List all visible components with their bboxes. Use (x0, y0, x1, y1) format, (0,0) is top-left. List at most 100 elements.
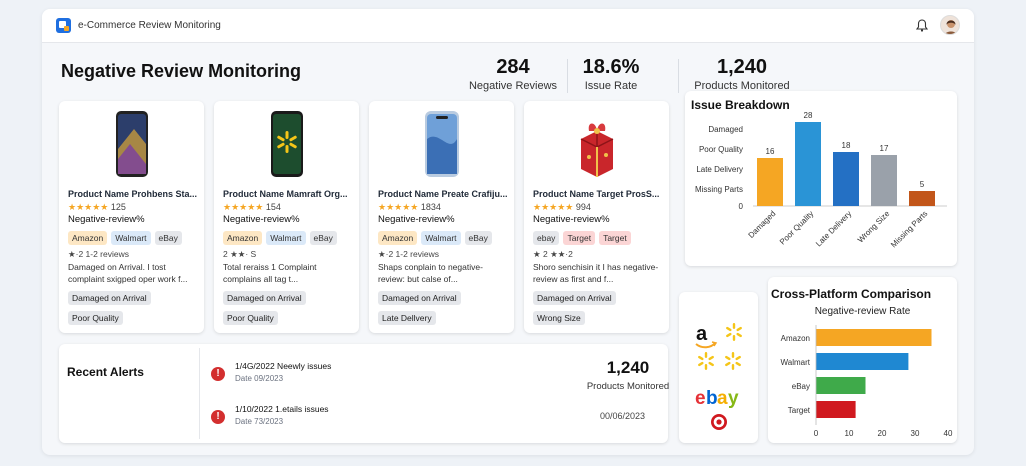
y-row-label: Missing Parts (695, 185, 743, 194)
app-title: e-Commerce Review Monitoring (78, 20, 221, 31)
review-summary: ★·2 1-2 reviews (378, 249, 439, 259)
alerts-footer-date: 00/06/2023 (600, 411, 646, 421)
issue-tag[interactable]: Damaged on Arrival (68, 291, 151, 305)
page-title: Negative Review Monitoring (61, 61, 302, 81)
stat-value: 284 (496, 56, 530, 78)
issue-tag[interactable]: Poor Quality (68, 311, 123, 325)
rating-stars: ★★★★★ (533, 202, 574, 212)
review-excerpt: Shoro senchisin it I has negative-review… (533, 262, 659, 284)
cross-platform-subtitle: Negative-review Rate (814, 306, 911, 317)
x-tick-label: Wrong Size (856, 209, 892, 245)
platform-badges: Amazon Walmart eBay (223, 231, 337, 245)
bar (909, 191, 935, 206)
product-card[interactable]: Product Name Mamraft Org... ★★★★★ 154 Ne… (214, 101, 359, 333)
negative-review-label: Negative-review% (68, 214, 145, 225)
rating-stars: ★★★★★ (378, 202, 419, 212)
product-name[interactable]: Product Name Mamraft Org... (223, 189, 348, 199)
rating-count: 154 (265, 202, 281, 212)
badge-amazon[interactable]: Amazon (378, 231, 418, 245)
review-summary: ★ 2 ★★·2 (533, 249, 573, 259)
issue-tag[interactable]: Poor Quality (223, 311, 278, 325)
app-window: e-Commerce Review Monitoring Negative Re… (42, 9, 974, 455)
x-tick-label: 10 (845, 429, 854, 438)
y-zero-label: 0 (739, 202, 744, 211)
stat-issue-rate: 18.6% Issue Rate (572, 56, 650, 92)
issue-tag[interactable]: Damaged on Arrival (533, 291, 616, 305)
notification-bell-icon[interactable] (916, 19, 928, 32)
stat-negative-reviews: 284 Negative Reviews (467, 56, 559, 92)
walmart-logo (725, 352, 741, 370)
stat-divider (567, 59, 568, 93)
badge-ebay[interactable]: ebay (533, 231, 560, 245)
x-tick-label: 40 (944, 429, 953, 438)
x-tick-label: 20 (878, 429, 887, 438)
badge-amazon[interactable]: Amazon (68, 231, 108, 245)
alert-date: Date 09/2023 (235, 374, 284, 383)
alert-date: Date 73/2023 (235, 417, 284, 426)
product-card[interactable]: Product Name Target ProsS... ★★★★★ 994 N… (524, 101, 669, 333)
avatar-image (941, 16, 959, 34)
badge-amazon[interactable]: Amazon (223, 231, 263, 245)
bar (833, 152, 859, 206)
app-logo-icon (56, 18, 71, 33)
review-excerpt: Total reraiss 1 Complaint complains all … (223, 262, 317, 284)
badge-walmart[interactable]: Walmart (111, 231, 151, 245)
badge-target[interactable]: Target (563, 231, 596, 245)
alert-title[interactable]: 1/4G/2022 Neewly issues (235, 361, 332, 371)
y-tick-label: Amazon (781, 334, 810, 343)
amazon-logo: a (695, 323, 718, 349)
target-logo (711, 414, 727, 430)
issue-tag[interactable]: Damaged on Arrival (378, 291, 461, 305)
badge-ebay[interactable]: eBay (154, 231, 182, 245)
stat-divider (678, 59, 679, 93)
y-tick-label: Target (788, 406, 811, 415)
bar-value-label: 18 (842, 141, 851, 150)
badge-target[interactable]: Target (599, 231, 631, 245)
product-image-gift-box (580, 123, 614, 177)
badge-ebay[interactable]: eBay (464, 231, 492, 245)
stat-label: Issue Rate (584, 80, 638, 92)
negative-review-label: Negative-review% (378, 214, 455, 225)
platform-badges: Amazon Walmart eBay (68, 231, 182, 245)
alert-title[interactable]: 1/10/2022 1.etails issues (235, 404, 329, 414)
product-rating: ★★★★★ 154 (223, 202, 281, 213)
issue-tag[interactable]: Wrong Size (533, 311, 585, 325)
bar (871, 155, 897, 206)
alert-icon: ! (211, 367, 225, 381)
rating-stars: ★★★★★ (68, 202, 109, 212)
top-bar: e-Commerce Review Monitoring (42, 9, 974, 43)
issue-tags: Damaged on Arrival Poor Quality (223, 291, 306, 331)
x-tick-label: Poor Quality (778, 209, 815, 246)
user-avatar[interactable] (940, 15, 960, 35)
bar-value-label: 5 (920, 180, 925, 189)
review-excerpt: Shaps conplain to negative-review: but c… (378, 262, 483, 284)
stat-label: Products Monitored (694, 80, 790, 92)
y-row-label: Late Delivery (696, 165, 743, 174)
x-tick-label: 0 (814, 429, 819, 438)
product-name[interactable]: Product Name Preate Crafiju... (378, 189, 508, 199)
badge-walmart[interactable]: Walmart (421, 231, 461, 245)
product-name[interactable]: Product Name Target ProsS... (533, 189, 660, 199)
bar (795, 122, 821, 206)
product-image-phone (425, 111, 459, 177)
badge-walmart[interactable]: Walmart (266, 231, 306, 245)
stat-products-monitored: 1,240 Products Monitored (690, 56, 794, 92)
stat-value: 1,240 (716, 56, 768, 78)
rating-count: 125 (110, 202, 126, 212)
y-row-label: Poor Quality (699, 145, 743, 154)
issue-tag[interactable]: Late Dellvery (378, 311, 436, 325)
negative-review-label: Negative-review% (533, 214, 610, 225)
negative-review-label: Negative-review% (223, 214, 300, 225)
platform-badges: Amazon Walmart eBay (378, 231, 492, 245)
issue-tag[interactable]: Damaged on Arrival (223, 291, 306, 305)
badge-ebay[interactable]: eBay (309, 231, 337, 245)
ebay-logo: e b a y (695, 388, 739, 409)
stat-value: 1,240 (606, 358, 650, 377)
product-name[interactable]: Product Name Prohbens Sta... (68, 189, 198, 199)
product-rating: ★★★★★ 994 (533, 202, 591, 213)
cross-platform-panel: Cross-Platform Comparison Negative-revie… (768, 277, 957, 443)
product-card[interactable]: Product Name Prohbens Sta... ★★★★★ 125 N… (59, 101, 204, 333)
product-rating: ★★★★★ 1834 (378, 202, 441, 213)
product-card[interactable]: Product Name Preate Crafiju... ★★★★★ 183… (369, 101, 514, 333)
